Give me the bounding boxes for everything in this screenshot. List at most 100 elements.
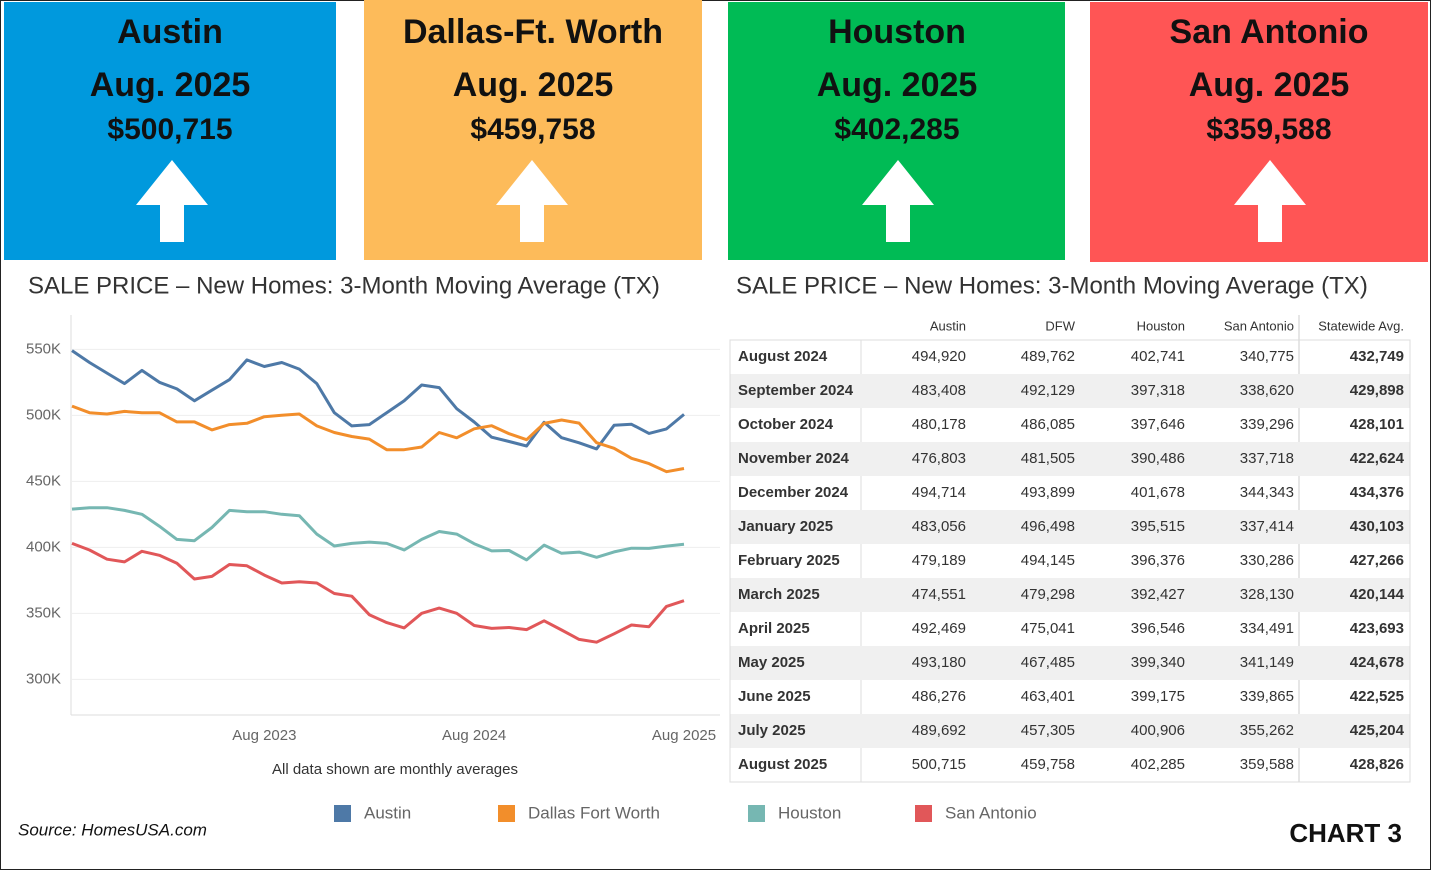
table-cell: 422,624 — [1350, 450, 1405, 467]
y-tick-label: 300K — [26, 670, 61, 687]
table-cell: 493,180 — [912, 654, 966, 671]
column-header: Houston — [1137, 318, 1185, 333]
table-cell: 402,741 — [1131, 348, 1185, 365]
table-cell: 489,762 — [1021, 348, 1075, 365]
table-cell: 392,427 — [1131, 586, 1185, 603]
up-arrow — [862, 160, 934, 242]
row-label: August 2025 — [738, 756, 827, 773]
table-cell: 423,693 — [1350, 620, 1404, 637]
card-period: Aug. 2025 — [453, 66, 614, 104]
row-bg — [730, 374, 1410, 408]
column-header: Statewide Avg. — [1318, 318, 1404, 333]
table-cell: 424,678 — [1350, 654, 1404, 671]
card-price: $500,715 — [107, 113, 232, 146]
table-cell: 494,920 — [912, 348, 966, 365]
table-cell: 339,296 — [1240, 416, 1294, 433]
table-cell: 496,498 — [1021, 518, 1075, 535]
table-cell: 467,485 — [1021, 654, 1075, 671]
row-bg — [730, 578, 1410, 612]
legend-label: Houston — [778, 803, 841, 822]
table-cell: 337,414 — [1240, 518, 1294, 535]
legend-swatch — [915, 805, 932, 822]
table-cell: 339,865 — [1240, 688, 1294, 705]
table-cell: 400,906 — [1131, 722, 1185, 739]
table-cell: 480,178 — [912, 416, 966, 433]
table-cell: 330,286 — [1240, 552, 1294, 569]
legend-swatch — [748, 805, 765, 822]
table-cell: 338,620 — [1240, 382, 1294, 399]
table-cell: 492,129 — [1021, 382, 1075, 399]
chart-label: CHART 3 — [1289, 818, 1402, 848]
card-period: Aug. 2025 — [817, 66, 978, 104]
row-label: January 2025 — [738, 518, 833, 535]
column-header: San Antonio — [1224, 318, 1294, 333]
row-label: February 2025 — [738, 552, 840, 569]
row-bg — [730, 646, 1410, 680]
table-cell: 489,692 — [912, 722, 966, 739]
chart-note: All data shown are monthly averages — [272, 761, 518, 778]
table-cell: 483,056 — [912, 518, 966, 535]
x-tick-label: Aug 2025 — [652, 727, 716, 744]
card-period: Aug. 2025 — [90, 66, 251, 104]
table-cell: 494,714 — [912, 484, 966, 501]
table-cell: 500,715 — [912, 756, 966, 773]
table-cell: 474,551 — [912, 586, 966, 603]
table-cell: 425,204 — [1350, 722, 1405, 739]
table-border — [729, 339, 1411, 783]
series-line — [71, 541, 685, 644]
card-price: $359,588 — [1206, 113, 1331, 146]
legend-label: Dallas Fort Worth — [528, 803, 660, 822]
table-cell: 457,305 — [1021, 722, 1075, 739]
series-line — [71, 349, 685, 451]
table-cell: 486,276 — [912, 688, 966, 705]
column-header: DFW — [1045, 318, 1075, 333]
row-bg — [730, 714, 1410, 748]
table-cell: 390,486 — [1131, 450, 1185, 467]
row-bg — [730, 510, 1410, 544]
table-cell: 359,588 — [1240, 756, 1294, 773]
row-bg — [730, 442, 1410, 476]
table-cell: 475,041 — [1021, 620, 1075, 637]
table-title: SALE PRICE – New Homes: 3-Month Moving A… — [736, 272, 1368, 299]
legend-swatch — [498, 805, 515, 822]
row-label: November 2024 — [738, 450, 850, 467]
legend-swatch — [334, 805, 351, 822]
table-cell: 397,646 — [1131, 416, 1185, 433]
card-city: San Antonio — [1170, 13, 1369, 51]
card-period: Aug. 2025 — [1189, 66, 1350, 104]
table-cell: 420,144 — [1350, 586, 1405, 603]
table-cell: 337,718 — [1240, 450, 1294, 467]
y-tick-label: 550K — [26, 340, 61, 357]
up-arrow — [1234, 160, 1306, 242]
card-city: Austin — [117, 13, 223, 51]
table-cell: 476,803 — [912, 450, 966, 467]
chart-title: SALE PRICE – New Homes: 3-Month Moving A… — [28, 272, 660, 299]
table-cell: 402,285 — [1131, 756, 1185, 773]
table-cell: 434,376 — [1350, 484, 1404, 501]
table-cell: 483,408 — [912, 382, 966, 399]
row-label: April 2025 — [738, 620, 810, 637]
up-arrow — [496, 160, 568, 242]
legend-label: Austin — [364, 803, 411, 822]
x-tick-label: Aug 2023 — [232, 727, 296, 744]
y-tick-label: 350K — [26, 604, 61, 621]
table-cell: 341,149 — [1240, 654, 1294, 671]
card-city: Houston — [828, 13, 966, 51]
series-line — [71, 506, 685, 562]
arrows — [136, 160, 1306, 242]
table-cell: 397,318 — [1131, 382, 1185, 399]
table-cell: 340,775 — [1240, 348, 1294, 365]
table-cell: 481,505 — [1021, 450, 1075, 467]
table-cell: 432,749 — [1350, 348, 1404, 365]
table-cell: 396,376 — [1131, 552, 1185, 569]
row-label: March 2025 — [738, 586, 820, 603]
table-cell: 401,678 — [1131, 484, 1185, 501]
table-cell: 459,758 — [1021, 756, 1075, 773]
y-tick-label: 450K — [26, 472, 61, 489]
card-price: $459,758 — [470, 113, 595, 146]
x-tick-label: Aug 2024 — [442, 727, 506, 744]
row-label: May 2025 — [738, 654, 805, 671]
table-cell: 334,491 — [1240, 620, 1294, 637]
table-cell: 427,266 — [1350, 552, 1404, 569]
